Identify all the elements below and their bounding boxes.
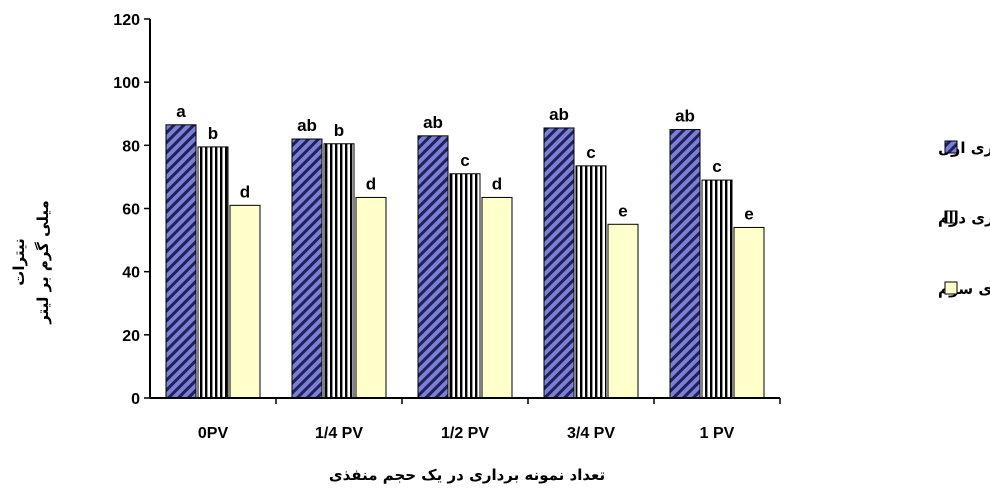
y-axis-title: نیترات میلی گرم بر لیتر	[10, 200, 52, 325]
y-tick-label-3: 40	[122, 265, 140, 282]
legend-item-series-1: آبیاری اول	[938, 139, 990, 157]
bar-series-3-5	[733, 226, 765, 399]
bar-series-3-2	[355, 196, 387, 399]
y-axis-title-line1: نیترات	[10, 238, 28, 285]
significance-label-series-3-5: e	[744, 204, 753, 223]
y-tick-label-7: 120	[113, 12, 140, 29]
y-tick-label-1: 0	[131, 391, 140, 408]
bar-series-3-1	[229, 204, 261, 399]
y-tick-label-5: 80	[122, 138, 140, 155]
x-tick-label-3: 1/2 PV	[441, 425, 489, 442]
significance-label-series-1-4: ab	[549, 105, 569, 124]
y-tick-label-4: 60	[122, 202, 140, 219]
significance-label-series-1-5: ab	[675, 107, 695, 126]
significance-label-series-3-2: d	[366, 174, 376, 193]
bar-series-2-2	[323, 143, 355, 399]
bar-series-1-1	[165, 124, 197, 399]
bar-series-2-5	[701, 179, 733, 399]
bar-series-2-3	[449, 173, 481, 399]
bar-series-1-3	[417, 135, 449, 399]
x-tick-label-5: 1 PV	[700, 425, 735, 442]
y-tick-label-6: 100	[113, 75, 140, 92]
bar-series-1-4	[543, 127, 575, 399]
axes: 0PV 1/4 PV 1/2 PV 3/4 PV 1 PV 0 20 40 60 80 100 120	[113, 12, 781, 442]
significance-label-series-2-2: b	[334, 121, 344, 140]
significance-label-series-1-1: a	[176, 102, 186, 121]
bar-series-1-2	[291, 138, 323, 399]
x-axis-title: تعداد نمونه برداری در یک حجم منفذی	[329, 466, 605, 484]
significance-label-series-2-4: c	[586, 143, 595, 162]
legend-swatch-series-1	[944, 140, 958, 154]
x-tick-label-1: 0PV	[198, 425, 229, 442]
bar-series-2-1	[197, 146, 229, 399]
bar-series-3-3	[481, 196, 513, 399]
significance-label-series-3-4: e	[618, 201, 627, 220]
bar-series-1-5	[669, 129, 701, 399]
significance-label-series-1-3: ab	[423, 113, 443, 132]
x-tick-label-2: 1/4 PV	[315, 425, 363, 442]
legend-item-series-2: آبیاری دوم	[938, 209, 990, 227]
legend-swatch-series-2	[944, 210, 958, 224]
significance-label-series-2-5: c	[712, 157, 721, 176]
significance-label-series-3-3: d	[492, 174, 502, 193]
significance-label-series-2-3: c	[460, 151, 469, 170]
bars-layer	[165, 124, 765, 399]
significance-label-series-3-1: d	[240, 182, 250, 201]
significance-label-series-1-2: ab	[297, 116, 317, 135]
legend: آبیاری اول آبیاری دوم آبیاری سوم	[938, 139, 990, 298]
bar-series-2-4	[575, 165, 607, 399]
y-tick-label-2: 20	[122, 328, 140, 345]
legend-item-series-3: آبیاری سوم	[938, 280, 990, 298]
x-tick-label-4: 3/4 PV	[567, 425, 615, 442]
y-axis-title-line2: میلی گرم بر لیتر	[34, 200, 52, 325]
bar-series-3-4	[607, 223, 639, 399]
legend-swatch-series-3	[944, 281, 958, 295]
significance-label-series-2-1: b	[208, 124, 218, 143]
